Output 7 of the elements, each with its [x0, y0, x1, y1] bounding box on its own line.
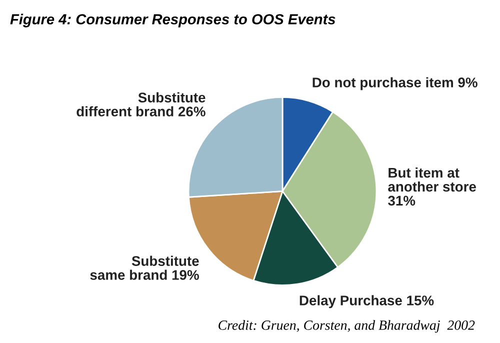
chart-title: Figure 4: Consumer Responses to OOS Events: [10, 14, 336, 28]
text: Credit: Gruen, Corsten, and Bharadwaj 2002: [218, 320, 475, 333]
slice-label: Substitute different brand 26%: [76, 92, 206, 116]
slice-label: Do not purchase item 9%: [312, 77, 478, 90]
slice-label: Substitute same brand 19%: [90, 256, 199, 280]
slice-label: But item at another store 31%: [388, 167, 476, 206]
slice-label: Delay Purchase 15%: [300, 295, 434, 308]
